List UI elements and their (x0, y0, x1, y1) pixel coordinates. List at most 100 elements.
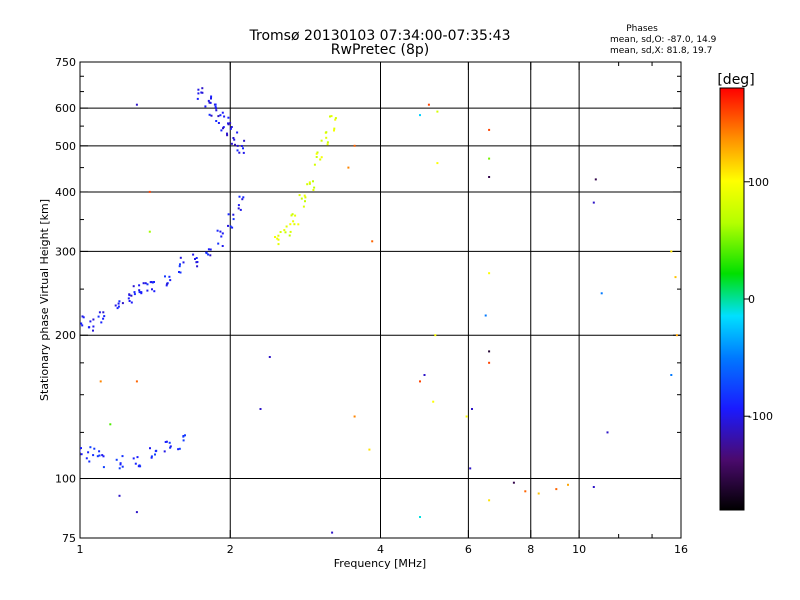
y-axis-label: Stationary phase Virtual Height [km] (38, 199, 51, 401)
y-tick-label: 75 (62, 532, 76, 545)
data-point (524, 490, 527, 493)
data-point (229, 122, 232, 125)
data-point (289, 223, 292, 226)
data-point (127, 297, 130, 300)
colorbar-label: [deg] (717, 72, 754, 88)
data-point (326, 141, 329, 144)
data-point (119, 462, 122, 465)
x-axis-label: Frequency [MHz] (334, 557, 426, 570)
data-point (210, 97, 212, 100)
data-point (101, 454, 104, 457)
data-point (179, 271, 182, 274)
data-point (594, 178, 597, 181)
data-point (195, 257, 198, 259)
data-point (313, 186, 316, 189)
data-point (80, 450, 81, 453)
data-point (234, 143, 236, 146)
data-point (138, 284, 141, 287)
data-point (77, 313, 79, 315)
data-point (674, 276, 677, 279)
data-point (223, 115, 226, 118)
data-point (488, 157, 491, 160)
colorbar: [deg] 100 0 -100 (717, 72, 773, 511)
data-point (109, 423, 112, 426)
data-point (178, 271, 180, 273)
colorbar-tick-label: 0 (748, 293, 755, 306)
data-point (92, 318, 95, 321)
y-axis: 75 100 200 300 400 500 600 750 (55, 56, 681, 545)
data-point (423, 374, 426, 376)
data-point (227, 123, 230, 126)
data-point (675, 334, 678, 337)
data-point (465, 415, 468, 418)
data-point (230, 142, 233, 145)
data-point (329, 115, 331, 118)
data-point (488, 361, 491, 364)
data-point (81, 324, 84, 327)
data-point (243, 139, 246, 142)
data-point (320, 139, 323, 142)
data-point (221, 245, 224, 247)
data-point (195, 261, 198, 264)
data-point (119, 463, 122, 466)
data-point (82, 316, 85, 319)
data-point (116, 307, 119, 310)
data-point (302, 205, 305, 208)
data-point (150, 281, 153, 283)
data-point (115, 458, 118, 461)
data-point (169, 279, 172, 282)
data-point (179, 256, 182, 259)
data-point (128, 300, 131, 302)
data-point (154, 453, 156, 456)
data-point (98, 450, 101, 453)
data-point (169, 445, 172, 448)
data-point (221, 111, 224, 114)
data-point (333, 127, 336, 130)
data-point (135, 103, 138, 106)
data-point (537, 492, 540, 495)
data-point (154, 450, 157, 453)
data-point (306, 183, 309, 186)
data-point (210, 95, 213, 98)
data-point (134, 462, 137, 465)
data-point (164, 275, 166, 278)
data-point (178, 265, 181, 268)
x-tick-label: 1 (77, 543, 84, 556)
data-point (227, 224, 229, 227)
data-point (168, 441, 171, 444)
x-tick-label: 10 (572, 543, 586, 556)
data-point (207, 248, 210, 251)
data-point (293, 223, 296, 226)
data-point (290, 214, 293, 217)
data-point (469, 467, 472, 470)
data-point (99, 380, 102, 383)
data-point (88, 460, 91, 463)
data-point (312, 180, 314, 183)
data-point (88, 326, 91, 329)
data-point (316, 151, 319, 154)
data-point (237, 204, 240, 207)
data-point (182, 439, 185, 442)
data-point (304, 200, 306, 203)
legend-o-mode: mean, sd,O: -87.0, 14.9 (610, 35, 717, 45)
data-points (77, 87, 678, 534)
data-point (121, 302, 124, 305)
data-point (330, 115, 333, 118)
data-point (102, 466, 105, 469)
data-point (200, 91, 203, 94)
colorbar-gradient (719, 87, 745, 511)
data-point (146, 283, 149, 286)
y-tick-label: 500 (55, 140, 76, 153)
data-point (277, 243, 280, 246)
data-point (347, 166, 350, 169)
data-point (434, 334, 437, 337)
data-point (205, 252, 208, 255)
data-point (201, 87, 204, 90)
data-point (236, 149, 239, 152)
data-point (229, 225, 232, 228)
data-point (432, 400, 435, 403)
data-point (220, 235, 223, 238)
data-point (142, 282, 145, 285)
data-point (138, 464, 141, 467)
data-point (670, 374, 673, 376)
